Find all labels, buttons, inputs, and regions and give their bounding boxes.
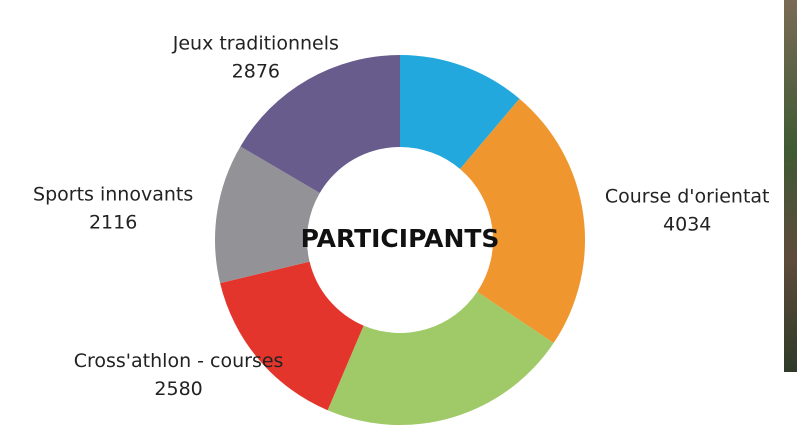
photo-edge xyxy=(784,0,797,372)
segment-label: Jeux traditionnels xyxy=(172,32,339,54)
segment-value: 4034 xyxy=(663,213,711,235)
donut-segment xyxy=(400,55,520,169)
donut-segment xyxy=(460,98,586,344)
donut-segment xyxy=(220,261,364,411)
segment-label: Sports innovants xyxy=(33,184,193,206)
segment-value: 2876 xyxy=(232,60,280,82)
segment-label: Course d'orientat xyxy=(605,185,770,207)
segment-label: Cross'athlon - courses xyxy=(74,350,284,372)
segment-value: 2580 xyxy=(154,378,202,400)
donut-segment xyxy=(215,146,320,284)
segment-value: 2116 xyxy=(89,212,137,234)
center-label: PARTICIPANTS xyxy=(301,224,500,253)
donut-segment xyxy=(327,291,554,425)
donut-segment xyxy=(240,55,400,193)
